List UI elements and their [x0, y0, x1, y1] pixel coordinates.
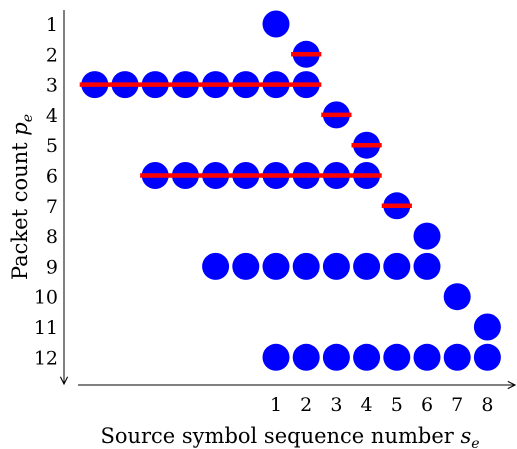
packet-dot	[473, 343, 501, 371]
packet-dot	[322, 343, 350, 371]
y-axis-title: Packet count pe	[8, 114, 36, 280]
packet-dot	[383, 252, 411, 280]
y-tick-label: 2	[46, 44, 58, 66]
x-axis-title: Source symbol sequence number se	[100, 424, 479, 449]
y-tick-label: 10	[34, 287, 58, 309]
packet-dot	[443, 283, 471, 311]
y-tick-label: 8	[46, 226, 58, 248]
packet-dot	[202, 252, 230, 280]
x-tick-label: 8	[481, 394, 493, 416]
packet-dot	[292, 252, 320, 280]
x-tick-label: 6	[421, 394, 433, 416]
packet-dot	[353, 343, 381, 371]
y-tick-label: 7	[46, 196, 58, 218]
packet-dots	[81, 10, 501, 371]
x-tick-label: 5	[391, 394, 403, 416]
packet-dot	[262, 343, 290, 371]
packet-dot	[262, 10, 290, 38]
x-tick-label: 4	[361, 394, 373, 416]
y-tick-label: 5	[46, 135, 58, 157]
packet-dot	[322, 252, 350, 280]
packet-dot	[473, 313, 501, 341]
x-tick-label: 3	[330, 394, 342, 416]
y-tick-label: 3	[46, 75, 58, 97]
y-tick-label: 11	[34, 317, 58, 339]
x-tick-label: 2	[300, 394, 312, 416]
y-tick-label: 6	[46, 166, 58, 188]
x-tick-label: 1	[270, 394, 282, 416]
packet-dot	[413, 343, 441, 371]
packet-dot	[353, 252, 381, 280]
packet-dot	[383, 343, 411, 371]
packet-dot	[262, 252, 290, 280]
packet-dot	[443, 343, 471, 371]
packet-dot	[413, 222, 441, 250]
x-tick-label: 7	[451, 394, 463, 416]
y-tick-label: 9	[46, 256, 58, 278]
packet-dot	[292, 343, 320, 371]
y-tick-label: 4	[46, 105, 58, 127]
y-tick-label: 1	[46, 14, 58, 36]
packet-dot	[232, 252, 260, 280]
y-tick-label: 12	[34, 347, 58, 369]
packet-dot	[413, 252, 441, 280]
erasure-bars	[79, 52, 412, 209]
